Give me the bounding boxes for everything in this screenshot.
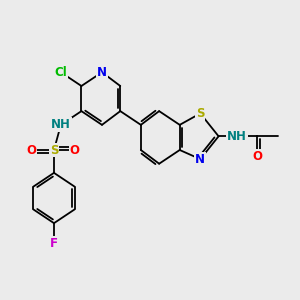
Text: NH: NH <box>227 130 247 143</box>
Text: S: S <box>50 143 58 157</box>
Text: O: O <box>26 143 36 157</box>
Text: O: O <box>70 143 80 157</box>
Text: NH: NH <box>51 118 71 131</box>
Text: N: N <box>195 153 205 166</box>
Text: Cl: Cl <box>55 66 67 79</box>
Text: O: O <box>253 150 262 164</box>
Text: F: F <box>50 237 58 250</box>
Text: N: N <box>97 66 107 79</box>
Text: S: S <box>196 107 205 120</box>
